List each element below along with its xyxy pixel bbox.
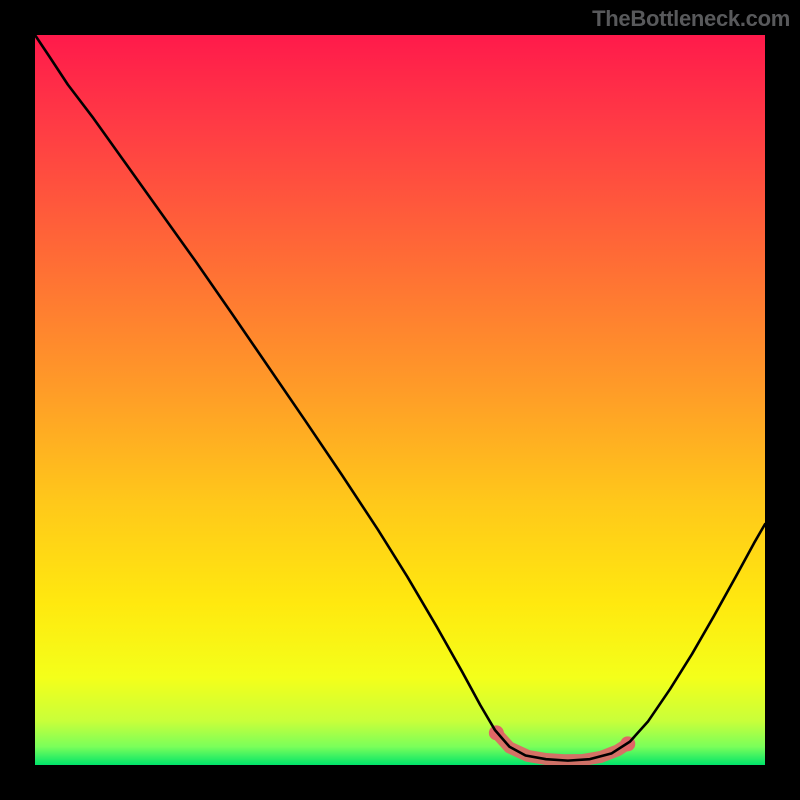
watermark-text: TheBottleneck.com bbox=[592, 6, 790, 32]
figure-root: TheBottleneck.com bbox=[0, 0, 800, 800]
chart-area bbox=[35, 35, 765, 765]
gradient-background bbox=[35, 35, 765, 765]
